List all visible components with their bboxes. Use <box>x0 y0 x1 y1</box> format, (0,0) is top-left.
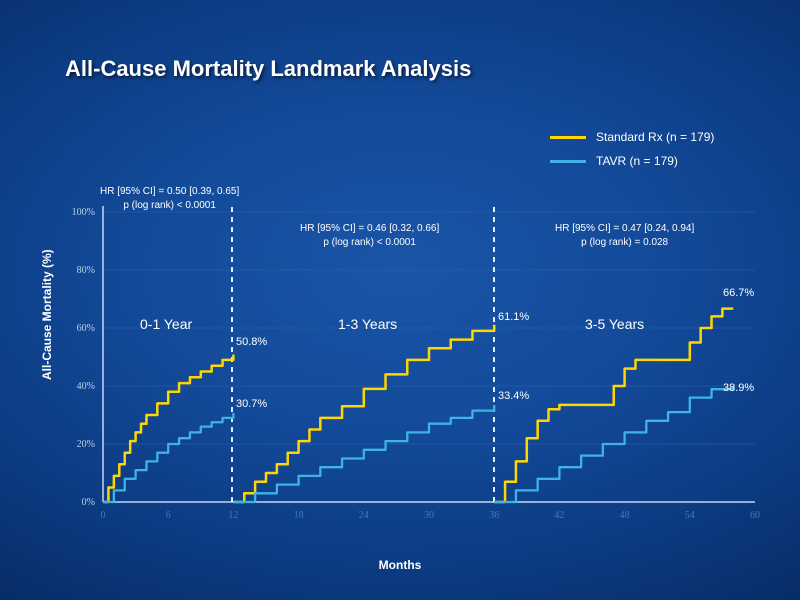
endpoint-pct: 30.7% <box>236 398 267 410</box>
svg-text:12: 12 <box>228 510 238 521</box>
svg-text:20%: 20% <box>77 439 95 450</box>
svg-text:0%: 0% <box>82 497 95 508</box>
hr-stats-period-0: HR [95% CI] = 0.50 [0.39, 0.65]p (log ra… <box>100 185 239 212</box>
svg-text:6: 6 <box>166 510 171 521</box>
svg-text:60%: 60% <box>77 323 95 334</box>
hr-stats-period-1: HR [95% CI] = 0.46 [0.32, 0.66]p (log ra… <box>300 222 439 249</box>
svg-text:80%: 80% <box>77 265 95 276</box>
endpoint-pct: 61.1% <box>498 311 529 323</box>
period-label-0: 0-1 Year <box>140 316 192 332</box>
period-label-1: 1-3 Years <box>338 316 397 332</box>
svg-text:100%: 100% <box>72 207 95 218</box>
hr-stats-period-2: HR [95% CI] = 0.47 [0.24, 0.94]p (log ra… <box>555 222 694 249</box>
svg-text:42: 42 <box>554 510 564 521</box>
svg-text:40%: 40% <box>77 381 95 392</box>
svg-text:18: 18 <box>294 510 304 521</box>
endpoint-pct: 66.7% <box>723 287 754 299</box>
period-label-2: 3-5 Years <box>585 316 644 332</box>
svg-text:0: 0 <box>101 510 106 521</box>
endpoint-pct: 38.9% <box>723 382 754 394</box>
svg-text:24: 24 <box>359 510 369 521</box>
svg-text:60: 60 <box>750 510 760 521</box>
svg-text:30: 30 <box>424 510 434 521</box>
svg-text:36: 36 <box>489 510 499 521</box>
chart-canvas: 0% 20% 40% 60% 80% 100% 0 6 12 18 24 30 36 42 48 54 60 <box>0 0 800 600</box>
endpoint-pct: 33.4% <box>498 390 529 402</box>
endpoint-pct: 50.8% <box>236 336 267 348</box>
svg-text:48: 48 <box>620 510 630 521</box>
svg-text:54: 54 <box>685 510 695 521</box>
